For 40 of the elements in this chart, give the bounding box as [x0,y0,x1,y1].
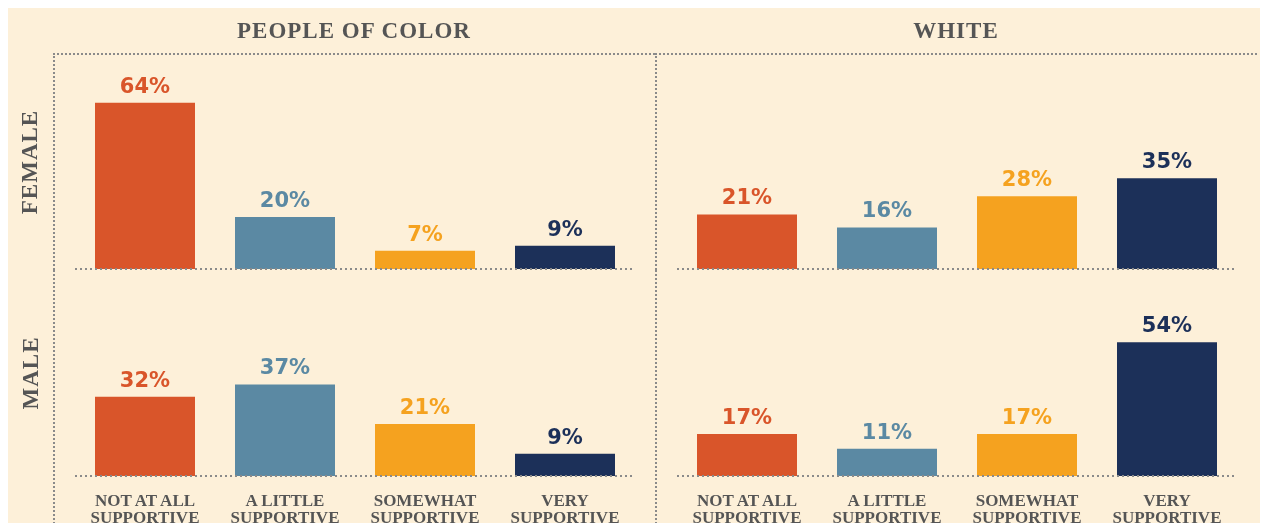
x-tick-label: VERY SUPPORTIVE [510,491,620,528]
data-label: 28% [1001,167,1053,192]
data-label: 9% [547,424,583,449]
bar [837,227,937,269]
data-label: 32% [119,367,171,392]
data-label: 20% [259,188,311,213]
chart-title: WHITE [655,8,1257,55]
y-axis-title: FEMALE [17,109,44,214]
y-axis-title: MALE [17,336,44,410]
bar [697,214,797,269]
data-label: 35% [1141,149,1193,174]
data-label: 7% [407,221,443,246]
bar [95,396,195,476]
data-label: 17% [721,404,773,429]
data-label: 16% [861,198,913,223]
bar [515,245,615,269]
x-tick-label: VERY SUPPORTIVE [1112,491,1222,528]
bar [375,250,475,269]
bar [977,196,1077,269]
data-label: 21% [721,185,773,210]
data-label: 37% [259,355,311,380]
data-label: 21% [399,395,451,419]
x-tick-label: NOT AT ALL SUPPORTIVE [90,491,200,528]
x-tick-label: A LITTLE SUPPORTIVE [230,491,340,528]
data-label: 17% [1001,404,1053,429]
x-tick-label: SOMEWHAT SUPPORTIVE [972,491,1082,528]
bar [95,102,195,269]
data-label: 54% [1141,313,1193,338]
bar [1117,178,1217,269]
bar [375,424,475,476]
x-tick-label: SOMEWHAT SUPPORTIVE [370,491,480,528]
chart-title: PEOPLE OF COLOR [53,8,655,55]
data-label: 64% [119,73,171,98]
bar [235,217,335,269]
x-tick-label: A LITTLE SUPPORTIVE [832,491,942,528]
data-label: 11% [861,419,913,444]
bar [235,384,335,476]
bar [515,453,615,476]
x-tick-label: NOT AT ALL SUPPORTIVE [692,491,802,528]
data-label: 9% [547,216,583,241]
